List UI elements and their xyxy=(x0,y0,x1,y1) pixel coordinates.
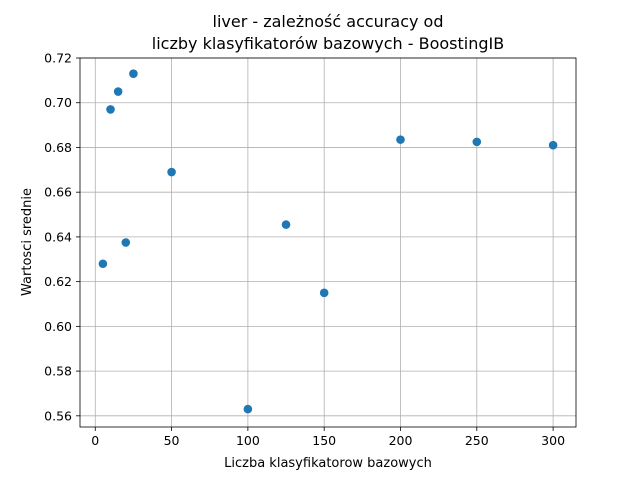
y-tick-label: 0.62 xyxy=(44,274,72,289)
data-point xyxy=(167,167,176,177)
x-tick-label: 200 xyxy=(389,433,413,448)
y-tick-label: 0.68 xyxy=(44,140,72,155)
x-tick-label: 250 xyxy=(465,433,489,448)
data-point xyxy=(98,259,108,269)
y-tick-label: 0.66 xyxy=(44,185,72,200)
x-axis-label: Liczba klasyfikatorow bazowych xyxy=(224,456,432,471)
y-tick-label: 0.60 xyxy=(44,319,72,334)
y-axis-label: Wartosci srednie xyxy=(20,188,35,296)
data-point xyxy=(106,105,115,114)
grid-lines xyxy=(80,57,576,427)
y-tick-label: 0.64 xyxy=(44,229,72,244)
data-point xyxy=(281,220,291,229)
data-point xyxy=(396,135,405,144)
plot-area-frame xyxy=(79,57,577,428)
axis-ticks: 0 50 100 150 200 250 300 0.56 0.58 0.60 0.62 0.64 0.… xyxy=(44,51,565,449)
data-point xyxy=(113,87,123,96)
chart-title-line1: liver - zależność accuracy od xyxy=(213,12,444,31)
data-point xyxy=(129,69,138,78)
data-point xyxy=(243,404,253,414)
x-tick-label: 150 xyxy=(312,433,336,448)
data-points xyxy=(98,69,558,414)
y-tick-label: 0.58 xyxy=(44,364,72,379)
y-tick-label: 0.70 xyxy=(44,95,72,110)
x-tick-label: 100 xyxy=(236,433,260,448)
x-tick-label: 300 xyxy=(541,433,565,448)
data-point xyxy=(548,140,558,150)
data-point xyxy=(319,288,329,298)
y-tick-label: 0.72 xyxy=(44,51,72,66)
data-point xyxy=(472,137,482,147)
chart-title-line2: liczby klasyfikatorów bazowych - Boostin… xyxy=(152,34,504,53)
x-tick-label: 0 xyxy=(91,433,99,448)
y-tick-label: 0.56 xyxy=(44,408,72,423)
x-tick-label: 50 xyxy=(164,433,180,448)
data-point xyxy=(121,238,131,247)
